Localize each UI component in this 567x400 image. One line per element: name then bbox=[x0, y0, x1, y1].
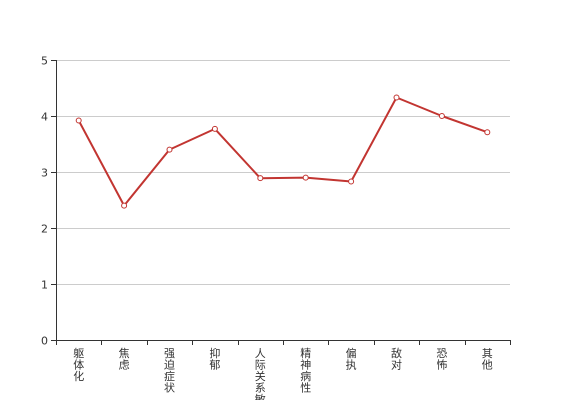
data-point[interactable] bbox=[75, 117, 82, 124]
x-tick-label: 精神病性 bbox=[300, 347, 311, 395]
x-tick-label: 强迫症状 bbox=[164, 347, 175, 395]
x-tick-label: 恐怖 bbox=[436, 347, 447, 372]
data-point[interactable] bbox=[211, 125, 218, 132]
data-point[interactable] bbox=[348, 178, 355, 185]
x-tick-label: 躯体化 bbox=[73, 347, 84, 383]
data-point[interactable] bbox=[121, 202, 128, 209]
series-layer bbox=[75, 94, 491, 209]
y-tick-label: 5 bbox=[41, 55, 48, 68]
y-tick-label: 2 bbox=[41, 223, 48, 236]
data-point[interactable] bbox=[438, 113, 445, 119]
axes bbox=[51, 60, 511, 345]
y-tick-label: 0 bbox=[41, 335, 48, 348]
tick-labels: 0 1 2 3 4 5 躯体化 焦虑 强迫症状 抑郁 人际关系敏感 精神病性 偏执 敌对 恐怖 其他 bbox=[41, 55, 493, 400]
data-point[interactable] bbox=[257, 175, 264, 182]
x-tick-label: 偏执 bbox=[346, 346, 357, 372]
x-tick-label: 其他 bbox=[482, 347, 493, 372]
x-tick-label: 敌对 bbox=[391, 346, 402, 372]
y-tick-label: 4 bbox=[41, 111, 48, 124]
x-tick-label: 焦虑 bbox=[119, 347, 130, 372]
data-point[interactable] bbox=[302, 174, 309, 181]
data-point[interactable] bbox=[166, 146, 173, 153]
data-point[interactable] bbox=[393, 94, 400, 101]
x-tick-label: 抑郁 bbox=[209, 346, 220, 372]
y-tick-label: 3 bbox=[41, 167, 48, 180]
x-tick-label: 人际关系敏感 bbox=[255, 347, 266, 400]
series-line bbox=[77, 96, 488, 207]
y-tick-label: 1 bbox=[41, 279, 48, 292]
grid-lines bbox=[56, 60, 510, 285]
data-point[interactable] bbox=[484, 129, 491, 136]
